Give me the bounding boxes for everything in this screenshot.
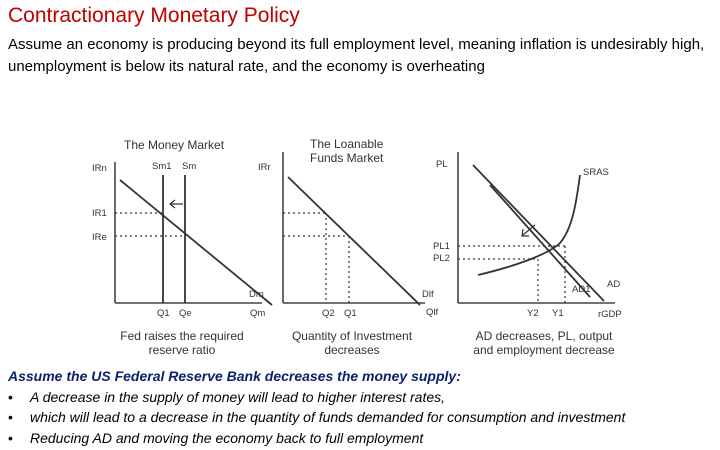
money-demand-curve bbox=[119, 179, 273, 306]
loanable-funds-caption-line1: Quantity of Investment bbox=[292, 329, 413, 343]
ad-label: AD bbox=[607, 279, 620, 290]
ad-curve bbox=[472, 164, 605, 302]
money-market-y-label: IRn bbox=[92, 163, 107, 174]
loanable-funds-title-line2: Funds Market bbox=[310, 151, 384, 165]
ad1-curve bbox=[489, 184, 591, 298]
bullet-icon: • bbox=[8, 429, 13, 446]
money-market-caption-line2: reserve ratio bbox=[149, 343, 216, 357]
y1-tick-label: Y1 bbox=[552, 308, 564, 319]
supply-shift-arrow-icon bbox=[169, 199, 183, 209]
pl2-label: PL2 bbox=[433, 253, 450, 264]
explanation-list: • A decrease in the supply of money will … bbox=[8, 387, 714, 449]
list-item: • which will lead to a decrease in the qu… bbox=[8, 407, 714, 428]
ad-shift-arrow-icon bbox=[521, 224, 536, 237]
ad-as-x-label: rGDP bbox=[598, 309, 622, 320]
bullet-icon: • bbox=[8, 409, 13, 425]
loanable-funds-caption-line2: decreases bbox=[324, 343, 379, 357]
dlf-label: Dlf bbox=[422, 289, 434, 300]
ire-label: IRe bbox=[92, 232, 107, 243]
list-item-text: which will lead to a decrease in the qua… bbox=[30, 409, 626, 425]
loanable-funds-x-label: Qlf bbox=[426, 307, 439, 318]
bullet-icon: • bbox=[8, 388, 13, 405]
ad-as-caption-line1: AD decreases, PL, output bbox=[476, 329, 613, 343]
loanable-funds-graph: The Loanable Funds Market IRr Dlf Q2 Q1 … bbox=[258, 137, 439, 357]
loanable-funds-title-line1: The Loanable bbox=[310, 137, 384, 151]
list-item-text: Reducing AD and moving the economy back … bbox=[30, 429, 424, 446]
q2-tick-label: Q2 bbox=[322, 308, 335, 319]
list-item-text: A decrease in the supply of money will l… bbox=[30, 388, 446, 405]
money-market-caption-line1: Fed raises the required bbox=[120, 329, 243, 343]
qe-tick-label: Qe bbox=[179, 308, 192, 319]
list-item: • A decrease in the supply of money will … bbox=[8, 387, 714, 408]
q1-lf-tick-label: Q1 bbox=[344, 308, 357, 319]
dm-label: Dm bbox=[249, 289, 264, 300]
ir1-label: IR1 bbox=[92, 208, 107, 219]
q1-tick-label: Q1 bbox=[157, 308, 170, 319]
ad1-label: AD1 bbox=[572, 284, 590, 295]
ad-as-y-label: PL bbox=[436, 159, 448, 170]
ad-as-caption-line2: and employment decrease bbox=[473, 343, 615, 357]
y2-tick-label: Y2 bbox=[527, 308, 539, 319]
pl1-label: PL1 bbox=[433, 241, 450, 252]
sm-label: Sm bbox=[182, 161, 196, 172]
intro-text: Assume an economy is producing beyond it… bbox=[8, 36, 705, 75]
loanable-funds-demand-curve bbox=[287, 176, 421, 306]
list-item: • Reducing AD and moving the economy back… bbox=[8, 428, 714, 449]
monetary-policy-diagram: The Money Market IRn Sm1 Sm IR1 IRe Dm Q… bbox=[92, 137, 622, 357]
sras-curve bbox=[477, 174, 581, 276]
sm1-label: Sm1 bbox=[152, 161, 172, 172]
explanation-block: Assume the US Federal Reserve Bank decre… bbox=[8, 366, 714, 448]
money-market-x-label: Qm bbox=[250, 308, 265, 319]
sras-label: SRAS bbox=[583, 167, 609, 178]
ad-as-graph: PL SRAS PL1 PL2 AD AD1 Y2 Y1 rGDP AD dec… bbox=[433, 152, 622, 357]
explanation-heading: Assume the US Federal Reserve Bank decre… bbox=[8, 368, 461, 384]
money-market-title: The Money Market bbox=[124, 138, 225, 152]
slide-title: Contractionary Monetary Policy bbox=[8, 4, 300, 27]
loanable-funds-y-label: IRr bbox=[258, 162, 271, 173]
money-market-graph: The Money Market IRn Sm1 Sm IR1 IRe Dm Q… bbox=[92, 138, 273, 357]
